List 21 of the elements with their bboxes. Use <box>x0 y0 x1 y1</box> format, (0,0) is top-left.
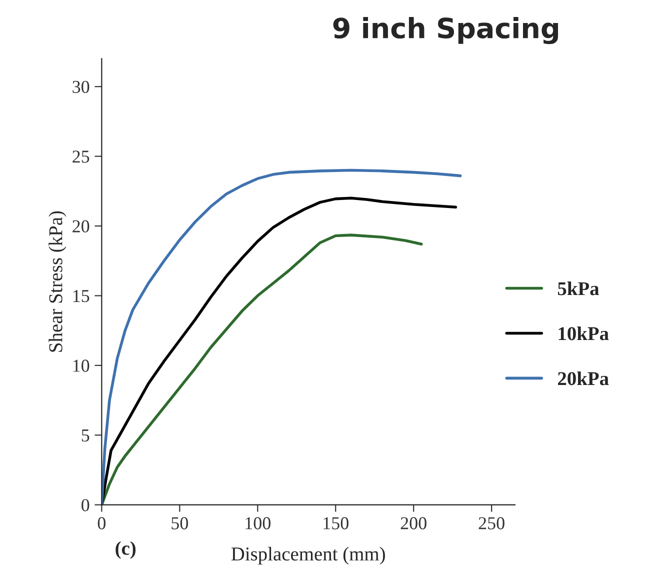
x-tick-label: 100 <box>246 517 270 530</box>
x-tick-label: 150 <box>324 517 348 530</box>
y-tick-label: 20 <box>72 220 90 232</box>
x-axis-title: Displacement (mm) <box>231 546 385 565</box>
y-tick-label: 0 <box>82 499 90 512</box>
x-tick-label: 250 <box>478 517 504 530</box>
line-series <box>102 234 423 505</box>
chart-title: 9 inch Spacing <box>333 17 558 44</box>
text: (c) <box>116 541 136 559</box>
x-tick-label: 0 <box>98 517 106 530</box>
y-tick-label: 5 <box>82 430 90 442</box>
y-tick-label: 10 <box>73 360 90 372</box>
x-tick-label: 200 <box>400 517 426 530</box>
y-axis-title: Shear Stress (kPa) <box>48 211 66 352</box>
y-tick-label: 15 <box>73 290 90 302</box>
x-tick-label: 50 <box>172 517 188 530</box>
legend-label: 20kPa <box>558 372 609 386</box>
legend-label: 10kPa <box>558 326 609 340</box>
y-tick-label: 25 <box>72 150 90 163</box>
legend-label: 5kPa <box>558 282 600 296</box>
y-tick-label: 30 <box>72 80 90 94</box>
